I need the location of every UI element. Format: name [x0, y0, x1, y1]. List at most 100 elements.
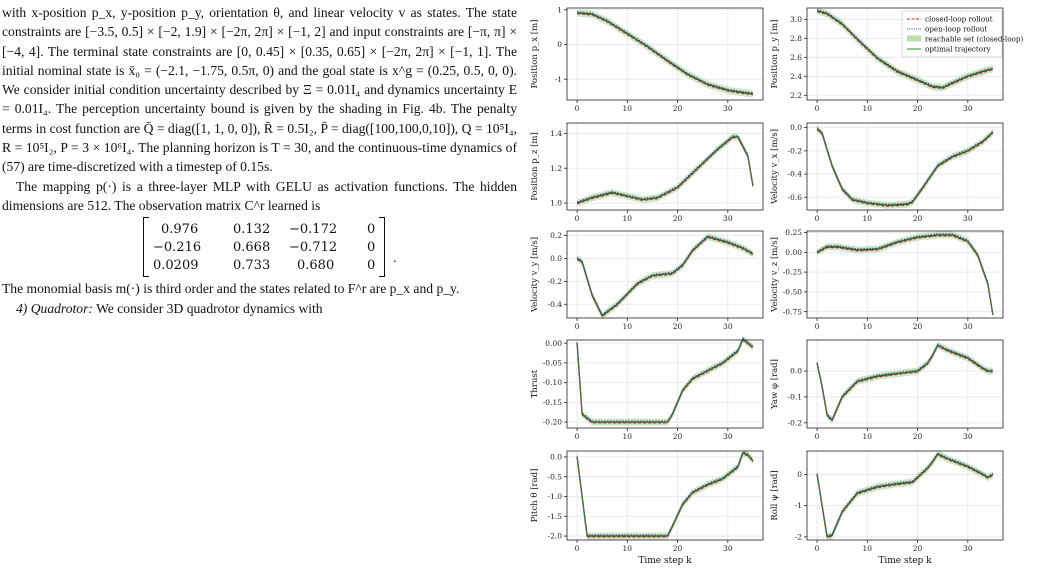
- series-line: [577, 12, 753, 95]
- optimal-trajectory-line: [577, 136, 754, 204]
- matrix-cell: 0.733: [233, 258, 271, 274]
- x-tick-label: 30: [963, 104, 973, 113]
- axes-frame: [806, 339, 1004, 429]
- open-loop-line: [816, 343, 993, 420]
- open-loop-line: [816, 452, 994, 537]
- y-tick-label: -0.10: [543, 378, 562, 387]
- x-tick-label: 10: [623, 104, 633, 113]
- optimal-trajectory-line: [576, 452, 754, 537]
- section-heading: 4) Quadrotor:: [16, 300, 93, 316]
- x-tick-label: 0: [815, 544, 820, 553]
- axes-frame: [566, 450, 764, 541]
- x-tick-label: 30: [963, 322, 973, 331]
- optimal-trajectory-line: [576, 236, 754, 317]
- y-tick-label: 1.0: [550, 199, 562, 208]
- open-loop-line: [576, 234, 754, 316]
- closed-loop-line: [576, 339, 754, 424]
- y-tick-label: 0.00: [785, 248, 802, 257]
- matrix-cell: −0.172: [289, 222, 338, 238]
- closed-loop-line: [577, 13, 753, 96]
- x-tick-label: 30: [723, 544, 733, 553]
- closed-loop-line: [816, 11, 994, 90]
- x-tick-label: 30: [963, 214, 973, 223]
- axes-frame: [806, 7, 1004, 101]
- reachable-set-band: [817, 341, 993, 424]
- matrix-cell: 0: [367, 258, 376, 274]
- y-tick-label: -0.2: [788, 146, 803, 155]
- series-line: [576, 338, 754, 423]
- closed-loop-line: [576, 453, 754, 538]
- series-line: [816, 453, 994, 538]
- closed-loop-line: [816, 129, 994, 207]
- subplot: 0 10 20 30 0.0 -0.5 -1.0 -1.5 -2.0 Pitch θ [rad] T…: [530, 449, 764, 566]
- y-axis-label: Position p_y [m]: [770, 20, 780, 89]
- y-tick-label: 2.8: [790, 34, 802, 43]
- axes-frame: [566, 7, 764, 101]
- x-tick-label: 0: [575, 544, 580, 553]
- y-tick-label: -0.5: [548, 472, 563, 481]
- y-tick-label: -0.20: [543, 418, 562, 427]
- x-tick-label: 20: [913, 544, 923, 553]
- observation-matrix: 0.976 0.132 −0.172 0 −0.216 0.668 −0.712…: [2, 215, 517, 279]
- x-tick-label: 20: [913, 104, 923, 113]
- y-tick-label: -1: [795, 501, 802, 510]
- x-tick-label: 30: [723, 432, 733, 441]
- y-tick-label: -0.75: [783, 307, 802, 316]
- x-tick-label: 20: [673, 322, 683, 331]
- legend-label: reachable set (closed-loop): [925, 35, 1023, 44]
- x-tick-label: 20: [673, 544, 683, 553]
- legend-swatch: [907, 35, 921, 42]
- open-loop-line: [576, 337, 754, 422]
- legend-label: open-loop rollout: [925, 25, 987, 34]
- y-tick-label: 0.2: [550, 231, 562, 240]
- axes-frame: [566, 339, 764, 429]
- x-tick-label: 30: [963, 544, 973, 553]
- y-axis-label: Thrust: [530, 369, 540, 398]
- open-loop-line: [816, 127, 994, 205]
- y-tick-label: 0.0: [550, 453, 562, 462]
- closed-loop-line: [816, 235, 994, 316]
- x-tick-label: 20: [673, 432, 683, 441]
- y-tick-label: 1: [557, 5, 562, 14]
- x-axis-label: Time step k: [878, 556, 932, 566]
- matrix-cell: −0.216: [153, 240, 202, 256]
- y-tick-label: 0.25: [785, 228, 802, 237]
- subplot: 0 10 20 30 1.4 1.2 1.0 Position p_z [m]: [530, 122, 764, 223]
- y-tick-label: -1: [555, 75, 562, 84]
- reachable-set-band: [577, 133, 753, 207]
- reachable-set-band: [817, 450, 993, 541]
- matrix-cell: 0.132: [233, 222, 271, 238]
- y-axis-label: Position p_x [m]: [530, 20, 540, 89]
- optimal-trajectory-line: [816, 344, 993, 421]
- subplot: 0 10 20 30 0.2 0.0 -0.2 -0.4 Velocity v_y [m/s]: [530, 230, 764, 331]
- subplot: 0 10 20 30 0.0 -0.1 -0.2 Yaw φ [rad]: [770, 339, 1004, 441]
- y-tick-label: -0.2: [548, 277, 563, 286]
- x-tick-label: 30: [723, 322, 733, 331]
- y-tick-label: -0.6: [788, 193, 803, 202]
- matrix-period: .: [393, 251, 397, 267]
- legend-box: [901, 10, 1003, 58]
- x-axis-label: Time step k: [638, 556, 692, 566]
- x-tick-label: 30: [963, 432, 973, 441]
- x-tick-label: 0: [815, 432, 820, 441]
- y-axis-label: Position p_z [m]: [530, 132, 540, 201]
- optimal-trajectory-line: [816, 234, 994, 315]
- x-tick-label: 0: [815, 104, 820, 113]
- y-tick-label: 0: [797, 470, 802, 479]
- closed-loop-line: [816, 454, 994, 539]
- matrix-cell: −0.712: [289, 240, 338, 256]
- y-tick-label: -0.25: [783, 268, 802, 277]
- y-tick-label: -0.05: [543, 358, 562, 367]
- y-tick-label: 0.00: [545, 339, 562, 348]
- y-axis-label: Velocity v_z [m/s]: [770, 237, 780, 313]
- open-loop-line: [576, 451, 754, 536]
- axes-frame: [566, 230, 764, 319]
- y-tick-label: -0.2: [788, 418, 803, 427]
- axes-frame: [806, 450, 1004, 541]
- subplot: 0 10 20 30 0 -1 -2 Roll ψ [rad] Time step k: [770, 450, 1004, 566]
- y-tick-label: 2.4: [790, 72, 802, 81]
- x-tick-label: 0: [815, 214, 820, 223]
- y-tick-label: 0.0: [790, 367, 802, 376]
